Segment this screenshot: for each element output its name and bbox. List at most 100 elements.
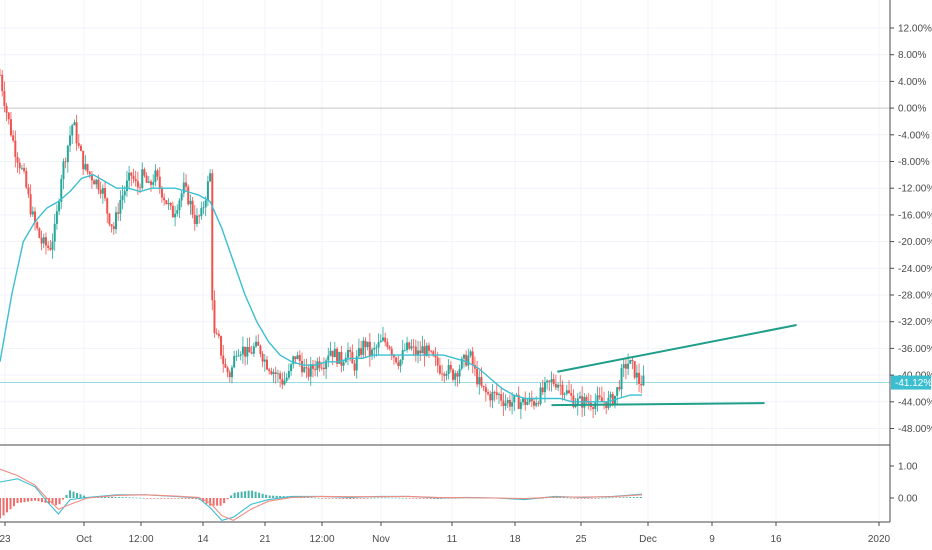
- candle-body: [469, 351, 472, 356]
- candle-body: [570, 393, 573, 396]
- macd-histogram-bar: [454, 498, 457, 499]
- macd-histogram-bar: [604, 497, 607, 499]
- candle-body: [95, 179, 98, 185]
- candle-body: [257, 341, 260, 346]
- macd-histogram-bar: [160, 498, 163, 499]
- candle-body: [71, 125, 74, 136]
- macd-axis[interactable]: 1.00 0.00: [890, 462, 918, 505]
- candle-body: [421, 346, 424, 354]
- candle-body: [200, 208, 203, 217]
- macd-histogram-bar: [153, 498, 156, 499]
- time-axis[interactable]: 23 Oct 12:00 14 21 12:00 Nov 11 18 25 Dec 9 16 2020: [0, 521, 891, 545]
- candle-body: [114, 212, 117, 230]
- candle-body: [497, 394, 500, 396]
- candle-body: [141, 169, 144, 189]
- candle-body: [283, 380, 286, 385]
- candle-body: [456, 373, 459, 377]
- macd-histogram-bar: [125, 497, 128, 498]
- candle-body: [217, 333, 220, 337]
- candle-body: [82, 150, 85, 170]
- macd-histogram-bar: [65, 494, 68, 498]
- candle-body: [117, 212, 120, 214]
- macd-histogram-bar: [349, 498, 352, 500]
- candle-body: [392, 354, 395, 358]
- candle-body: [526, 401, 529, 405]
- candle-body: [79, 145, 82, 151]
- macd-histogram-bar: [384, 497, 387, 499]
- candle-body: [276, 373, 279, 375]
- candle-body: [587, 402, 590, 404]
- candle-body: [272, 372, 275, 375]
- candle-body: [616, 387, 619, 396]
- candle-body: [77, 143, 80, 146]
- candle-body: [244, 346, 247, 357]
- candle-body: [106, 198, 109, 214]
- x-tick-label: 21: [259, 534, 271, 545]
- macd-histogram-bar: [566, 497, 569, 499]
- candle-body: [559, 384, 562, 386]
- macd-histogram-bar: [268, 495, 271, 498]
- trendline[interactable]: [551, 402, 765, 407]
- x-tick-label: 23: [0, 534, 11, 545]
- candle-body: [598, 395, 601, 398]
- candle-body: [224, 363, 227, 368]
- candle-body: [434, 355, 437, 358]
- candle-body: [130, 172, 133, 176]
- macd-histogram-bar: [331, 498, 334, 499]
- candle-body: [445, 374, 448, 376]
- candle-body: [110, 224, 113, 227]
- candle-body: [314, 368, 317, 370]
- candle-body: [156, 170, 159, 177]
- candle-body: [211, 173, 214, 301]
- candle-body: [213, 300, 216, 333]
- candle-body: [298, 355, 301, 361]
- x-tick-label: Oct: [76, 534, 92, 545]
- moving-average-line: [0, 174, 642, 403]
- candle-body: [296, 355, 299, 360]
- candle-body: [134, 179, 137, 182]
- candle-body: [125, 180, 128, 192]
- macd-histogram-bar: [181, 498, 184, 499]
- candle-body: [460, 358, 463, 369]
- candle-body: [246, 346, 249, 357]
- macd-histogram-bar: [636, 497, 639, 498]
- candle-body: [533, 401, 535, 406]
- candle-body: [34, 211, 37, 223]
- macd-histogram-bar: [69, 490, 72, 498]
- price-plot[interactable]: [0, 68, 890, 420]
- macd-histogram-bar: [415, 498, 418, 499]
- candle-body: [287, 370, 290, 378]
- macd-histogram-bar: [76, 492, 79, 498]
- last-value-badge: -41.12%: [891, 375, 932, 390]
- macd-plot[interactable]: [0, 468, 643, 522]
- candle-body: [150, 181, 153, 185]
- candle-body: [189, 200, 192, 205]
- candle-body: [379, 340, 382, 343]
- macd-histogram-bar: [121, 497, 124, 498]
- candle-body: [629, 359, 632, 364]
- macd-histogram-bar: [338, 498, 341, 499]
- price-axis[interactable]: 12.00% 8.00% 4.00% 0.00% -4.00% -8.00% -12.00%…: [889, 0, 932, 522]
- candle-body: [366, 341, 369, 348]
- candle-body: [16, 156, 19, 163]
- candle-body: [18, 162, 21, 169]
- macd-histogram-bar: [118, 497, 121, 498]
- y-tick-label: 0.00%: [898, 104, 926, 115]
- macd-histogram-bar: [373, 497, 376, 499]
- candle-body: [132, 175, 135, 180]
- macd-histogram-bar: [583, 498, 586, 499]
- macd-histogram-bar: [394, 497, 397, 499]
- candle-body: [624, 364, 627, 369]
- candle-body: [546, 380, 549, 383]
- candle-body: [386, 342, 389, 347]
- macd-histogram-bar: [310, 497, 313, 499]
- y-tick-label: 8.00%: [898, 50, 926, 61]
- x-tick-label: Dec: [639, 534, 657, 545]
- macd-histogram-bar: [450, 498, 453, 499]
- y-tick-label: -12.00%: [898, 184, 932, 195]
- candle-body: [252, 346, 255, 354]
- macd-histogram-bar: [279, 495, 282, 498]
- trendline[interactable]: [557, 324, 797, 373]
- y-tick-label: -48.00%: [898, 424, 932, 435]
